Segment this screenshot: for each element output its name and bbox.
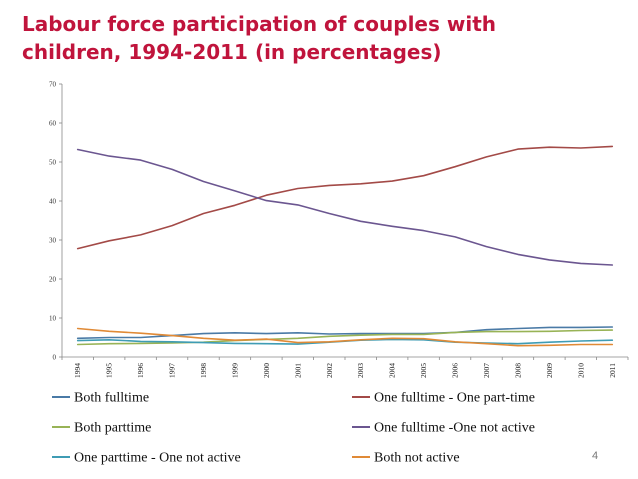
legend-label: One fulltime -One not active — [374, 421, 535, 436]
legend-item: One fulltime - One part-time — [352, 391, 535, 406]
legend-label: Both fulltime — [74, 391, 149, 406]
slide-title: Labour force participation of couples wi… — [22, 12, 496, 64]
series-line-3 — [76, 329, 614, 346]
y-tick-label: 30 — [49, 237, 57, 245]
legend-item: One fulltime -One not active — [352, 421, 535, 436]
legend-label: Both parttime — [74, 421, 151, 436]
x-tick-label: 2001 — [293, 363, 302, 378]
y-tick-label: 0 — [53, 354, 57, 362]
x-tick-label: 1999 — [230, 363, 239, 378]
x-tick-label: 2006 — [451, 363, 460, 378]
x-tick-label: 2011 — [608, 363, 617, 378]
x-tick-label: 2003 — [356, 363, 365, 378]
legend-label: Both not active — [374, 451, 460, 466]
legend-item: One parttime - One not active — [52, 451, 241, 466]
y-tick-label: 10 — [49, 315, 57, 323]
x-tick-label: 2007 — [482, 363, 491, 378]
x-tick-label: 2009 — [545, 363, 554, 378]
y-axis: 0 10 20 30 40 50 60 70 — [49, 81, 63, 362]
legend-label: One parttime - One not active — [74, 451, 241, 466]
x-axis: 1994 1995 1996 1997 1998 1999 2000 2001 2002 2003… — [61, 356, 629, 378]
x-tick-label: 2010 — [576, 363, 585, 378]
y-tick-label: 60 — [49, 120, 57, 128]
chart-legend: Both fulltime One fulltime - One part-tim… — [52, 391, 535, 466]
x-tick-label: 2008 — [513, 363, 522, 378]
x-tick-label: 2004 — [388, 363, 397, 378]
x-tick-label: 2002 — [325, 363, 334, 378]
x-tick-label: 1998 — [199, 363, 208, 378]
series-line-6 — [76, 327, 614, 347]
x-tick-label: 1994 — [73, 363, 82, 378]
y-tick-label: 20 — [49, 276, 57, 284]
page-number: 4 — [592, 450, 599, 462]
series-line-2 — [76, 145, 614, 250]
x-tick-label: 2000 — [262, 363, 271, 378]
series-line-1 — [76, 326, 614, 340]
legend-label: One fulltime - One part-time — [374, 391, 535, 406]
x-tick-label: 1997 — [168, 363, 177, 378]
x-tick-label: 2005 — [419, 363, 428, 378]
legend-item: Both parttime — [52, 421, 151, 436]
legend-item: Both not active — [352, 451, 460, 466]
y-tick-label: 50 — [49, 159, 57, 167]
y-tick-label: 40 — [49, 198, 57, 206]
series-lines — [76, 145, 614, 347]
series-line-4 — [76, 148, 614, 266]
x-tick-label: 1995 — [105, 363, 114, 378]
x-tick-label: 1996 — [136, 363, 145, 378]
y-tick-label: 70 — [49, 81, 57, 89]
legend-item: Both fulltime — [52, 391, 149, 406]
